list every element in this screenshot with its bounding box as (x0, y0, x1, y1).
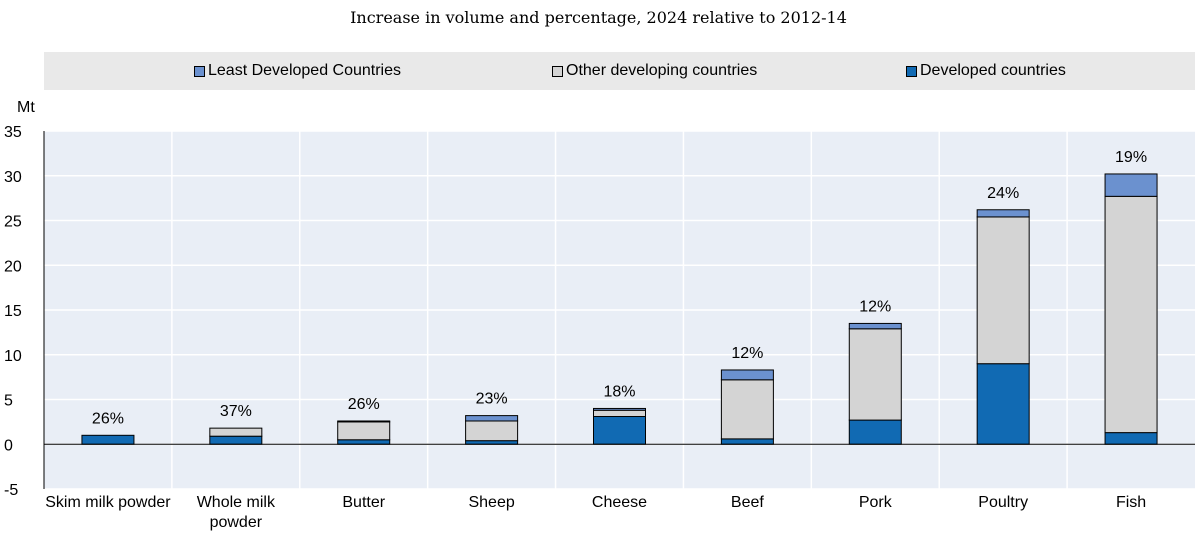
bar-segment (848, 322, 902, 330)
bar-segment (337, 420, 391, 423)
bar-segment (848, 419, 902, 445)
percent-data-label: 26% (348, 396, 380, 413)
percent-data-label: 12% (859, 298, 891, 315)
legend-swatch-developed (906, 65, 917, 77)
legend-swatch-other-developing (552, 65, 563, 77)
percent-data-label: 12% (731, 345, 763, 362)
bar-segment (976, 363, 1030, 445)
bar-segment (465, 420, 519, 442)
bar-segment (209, 427, 263, 437)
x-tick-label: Poultry (978, 494, 1028, 511)
y-tick-label: 25 (4, 214, 22, 231)
y-tick-label: 5 (4, 393, 13, 410)
bar-segment (593, 407, 646, 411)
bar-segment (81, 434, 135, 445)
bar-segment (465, 440, 519, 445)
bar-segment (1104, 173, 1158, 197)
chart-subtitle: Increase in volume and percentage, 2024 … (350, 8, 847, 27)
percent-data-label: 24% (987, 185, 1019, 202)
x-tick-label: Skim milk powder (45, 494, 171, 511)
bar-segment (465, 415, 519, 422)
bar-segment (976, 209, 1030, 218)
x-tick-label: Cheese (592, 494, 647, 511)
percent-data-label: 37% (220, 403, 252, 420)
bar-segment (976, 216, 1030, 365)
legend-label-developed: Developed countries (920, 62, 1066, 79)
bar-segment (337, 439, 391, 445)
legend-item-developed: Developed countries (906, 62, 1066, 80)
chart-legend: Least Developed Countries Other developi… (44, 52, 1195, 90)
bar-segment (720, 438, 774, 445)
y-tick-label: 15 (4, 303, 22, 320)
legend-item-least-developed: Least Developed Countries (194, 62, 401, 80)
y-tick-label: 20 (4, 258, 22, 275)
bar-segment (337, 421, 391, 441)
x-tick-label: Pork (859, 494, 893, 511)
bar-segment (593, 409, 646, 418)
bar-segment (848, 328, 902, 421)
bar-segment (209, 435, 263, 445)
x-tick-label: Whole milk powder (197, 494, 276, 531)
x-tick-label: Beef (731, 494, 764, 511)
y-axis-unit-label: Mt (17, 99, 35, 116)
legend-label-least-developed: Least Developed Countries (208, 62, 402, 79)
percent-data-label: 23% (476, 391, 508, 408)
y-tick-label: 0 (4, 437, 13, 454)
x-tick-label: Sheep (468, 494, 514, 511)
y-tick-label: -5 (4, 482, 18, 499)
y-tick-label: 10 (4, 348, 22, 365)
x-tick-label: Fish (1116, 494, 1146, 511)
bar-segment (1104, 195, 1158, 434)
y-tick-label: 35 (4, 124, 22, 141)
bar-segment (593, 416, 646, 445)
legend-label-other-developing: Other developing countries (566, 62, 758, 79)
legend-item-other-developing: Other developing countries (552, 62, 757, 80)
y-tick-label: 30 (4, 169, 22, 186)
bar-segment (1104, 432, 1158, 445)
percent-data-label: 19% (1115, 149, 1147, 166)
legend-swatch-least-developed (194, 65, 205, 77)
percent-data-label: 26% (92, 410, 124, 427)
percent-data-label: 18% (603, 383, 635, 400)
bar-segment (720, 379, 774, 440)
x-tick-label: Butter (342, 494, 385, 511)
bar-segment (720, 369, 774, 381)
